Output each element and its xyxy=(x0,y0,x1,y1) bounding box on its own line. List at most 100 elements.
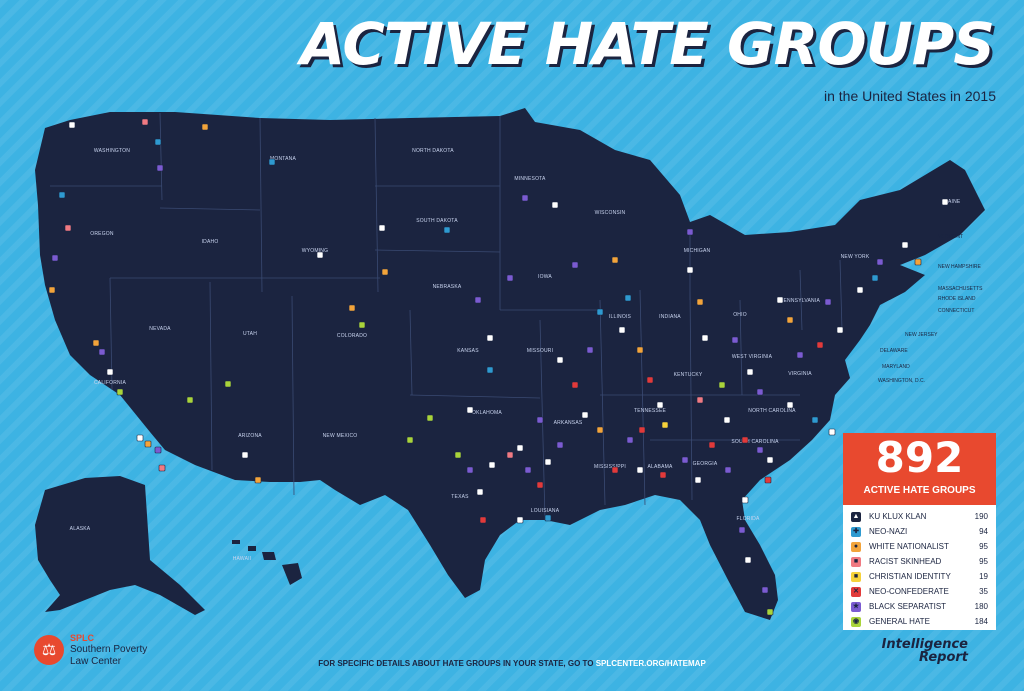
black-separatist-star-icon xyxy=(796,351,804,359)
legend-count: 94 xyxy=(979,527,988,536)
legend-item: ◉ GENERAL HATE 184 xyxy=(843,614,996,629)
neo-confederate-x-icon xyxy=(764,476,772,484)
klan-triangle-icon xyxy=(516,444,524,452)
state-label: NORTH CAROLINA xyxy=(748,408,796,414)
black-separatist-star-icon xyxy=(156,164,164,172)
klan-triangle-icon xyxy=(856,286,864,294)
klan-triangle-icon xyxy=(776,296,784,304)
neo-confederate-x-icon xyxy=(611,466,619,474)
state-label: ALASKA xyxy=(70,526,91,532)
state-borders xyxy=(50,112,843,521)
legend-label: KU KLUX KLAN xyxy=(869,512,927,521)
black-separatist-star-icon xyxy=(761,586,769,594)
state-label: IOWA xyxy=(538,274,552,280)
total-count-label: ACTIVE HATE GROUPS xyxy=(863,485,976,496)
neo-confederate-x-icon xyxy=(708,441,716,449)
klan-triangle-icon xyxy=(476,488,484,496)
klan-triangle-icon xyxy=(723,416,731,424)
black-separatist-star-icon xyxy=(876,258,884,266)
footer-note: FOR SPECIFIC DETAILS ABOUT HATE GROUPS I… xyxy=(0,659,1024,668)
black-separatist-star-icon xyxy=(626,436,634,444)
general-hate-icon xyxy=(224,380,232,388)
black-separatist-star-icon xyxy=(51,254,59,262)
state-label: NEBRASKA xyxy=(433,284,462,290)
footer-text: FOR SPECIFIC DETAILS ABOUT HATE GROUPS I… xyxy=(318,659,594,668)
hatemap-link[interactable]: SPLCENTER.ORG/HATEMAP xyxy=(595,659,706,668)
state-label: KENTUCKY xyxy=(674,372,703,378)
black-separatist-star-icon xyxy=(731,336,739,344)
klan-triangle-icon xyxy=(901,241,909,249)
state-label: NEW MEXICO xyxy=(323,433,358,439)
skinhead-icon xyxy=(506,451,514,459)
black-separatist-star-icon xyxy=(154,446,162,454)
northeast-state-label: WASHINGTON, D.C. xyxy=(878,378,925,384)
skinhead-icon xyxy=(64,224,72,232)
legend-count: 190 xyxy=(974,512,988,521)
neo-nazi-cross-icon xyxy=(58,191,66,199)
state-label: ILLINOIS xyxy=(609,314,632,320)
state-label: WISCONSIN xyxy=(595,210,626,216)
neo-nazi-cross-icon xyxy=(811,416,819,424)
state-label: NORTH DAKOTA xyxy=(412,148,454,154)
legend-count: 35 xyxy=(979,587,988,596)
state-label: SOUTH CAROLINA xyxy=(731,439,779,445)
black-separatist-star-icon: ★ xyxy=(851,601,861,612)
black-separatist-star-icon xyxy=(506,274,514,282)
klan-triangle-icon xyxy=(786,401,794,409)
northeast-state-label: MARYLAND xyxy=(882,364,910,370)
northeast-state-label: MASSACHUSETTS xyxy=(938,286,983,292)
northeast-state-label: CONNECTICUT xyxy=(938,308,974,314)
white-nationalist-icon xyxy=(914,258,922,266)
christian-identity-icon xyxy=(661,421,669,429)
neo-confederate-x-icon xyxy=(638,426,646,434)
neo-nazi-cross-icon xyxy=(443,226,451,234)
general-hate-icon: ◉ xyxy=(851,616,861,627)
splc-logo[interactable]: ⚖ SPLC Southern Poverty Law Center xyxy=(34,632,147,668)
hawaii-island xyxy=(248,546,256,551)
black-separatist-star-icon xyxy=(738,526,746,534)
general-hate-icon xyxy=(186,396,194,404)
alaska-shape xyxy=(35,476,205,615)
black-separatist-star-icon xyxy=(524,466,532,474)
state-label: UTAH xyxy=(243,331,257,337)
white-nationalist-icon xyxy=(348,304,356,312)
intelligence-report-logo: Intelligence Report xyxy=(864,638,968,664)
general-hate-icon xyxy=(358,321,366,329)
hawaii-island xyxy=(232,540,240,544)
state-label: MAINE xyxy=(944,199,961,205)
klan-triangle-icon xyxy=(466,406,474,414)
general-hate-icon xyxy=(426,414,434,422)
klan-triangle-icon xyxy=(744,556,752,564)
klan-triangle-icon xyxy=(486,334,494,342)
neo-confederate-x-icon xyxy=(479,516,487,524)
general-hate-icon xyxy=(718,381,726,389)
state-label: LOUISIANA xyxy=(531,508,560,514)
logo-name-line1: Southern Poverty xyxy=(70,644,148,655)
legend-label: BLACK SEPARATIST xyxy=(869,602,947,611)
state-label: ARKANSAS xyxy=(554,420,583,426)
contiguous-us-shape xyxy=(35,108,985,620)
total-count: 892 xyxy=(875,433,964,482)
white-nationalist-icon xyxy=(92,339,100,347)
black-separatist-star-icon xyxy=(466,466,474,474)
legend-item: ★ BLACK SEPARATIST 180 xyxy=(843,599,996,614)
legend-item: ▲ KU KLUX KLAN 190 xyxy=(843,509,996,524)
state-label: ARIZONA xyxy=(238,433,262,439)
klan-triangle-icon xyxy=(836,326,844,334)
klan-triangle-icon xyxy=(488,461,496,469)
land-masses xyxy=(35,108,985,620)
klan-triangle-icon xyxy=(701,334,709,342)
legend-label: NEO-NAZI xyxy=(869,527,908,536)
klan-triangle-icon: ▲ xyxy=(851,511,861,522)
legend-count: 95 xyxy=(979,557,988,566)
total-count-box: 892 ACTIVE HATE GROUPS xyxy=(843,433,996,505)
white-nationalist-icon xyxy=(596,426,604,434)
general-hate-icon xyxy=(766,608,774,616)
klan-triangle-icon xyxy=(581,411,589,419)
klan-triangle-icon xyxy=(551,201,559,209)
state-label: SOUTH DAKOTA xyxy=(416,218,458,224)
map-subtitle: in the United States in 2015 xyxy=(823,88,996,104)
logo-abbr: SPLC xyxy=(70,633,95,643)
legend-count: 180 xyxy=(974,602,988,611)
state-label: MISSISSIPPI xyxy=(594,464,626,470)
